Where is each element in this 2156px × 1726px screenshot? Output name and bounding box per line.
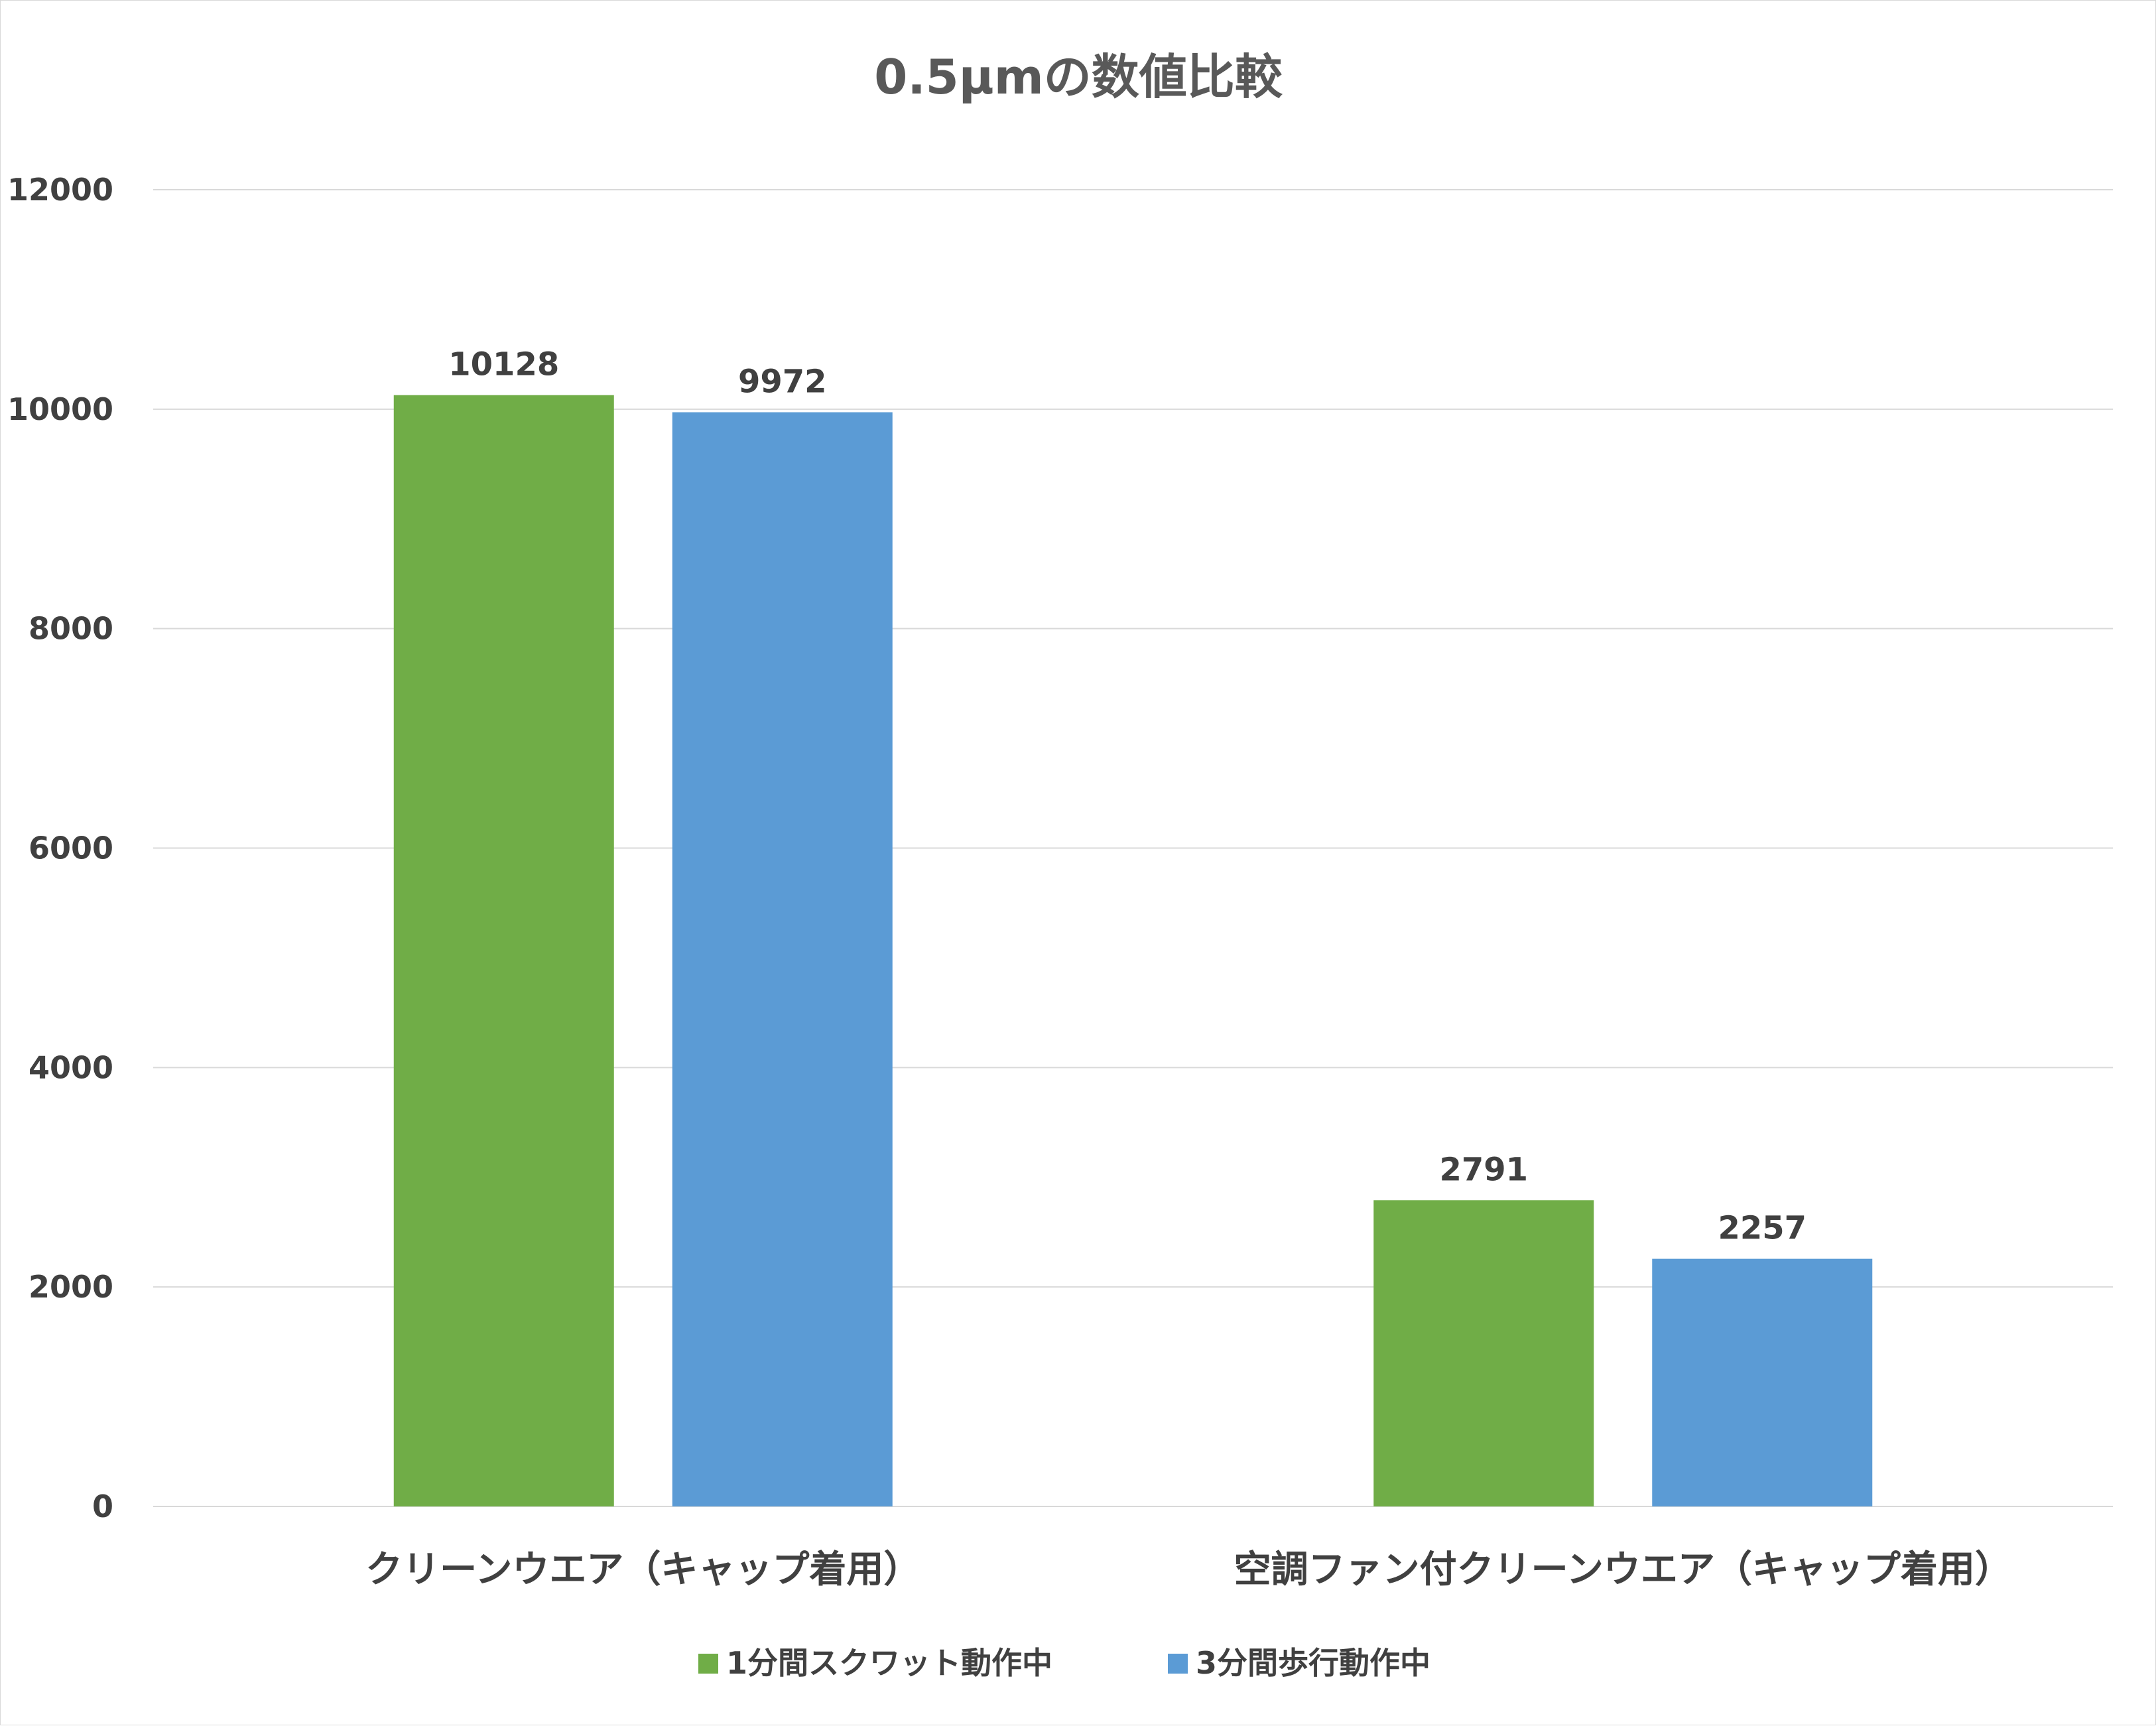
y-tick-label: 4000: [29, 1049, 113, 1085]
y-axis-ticks: 0 2000 4000 6000 8000 10000 12000: [7, 172, 113, 1524]
bar: [393, 395, 614, 1507]
bar: [1373, 1200, 1594, 1506]
bar: [1652, 1258, 1873, 1506]
legend-swatch: [698, 1654, 718, 1674]
bar-value-label: 2791: [1439, 1151, 1528, 1188]
chart-title: 0.5μmの数値比較: [874, 49, 1283, 105]
bar-value-label: 2257: [1718, 1210, 1807, 1247]
x-category-label: 空調ファン付クリーンウエア（キャップ着用）: [1234, 1548, 2012, 1591]
bar-value-label: 10128: [448, 346, 559, 383]
y-tick-label: 2000: [29, 1269, 113, 1305]
x-axis-categories: クリーンウエア（キャップ着用） 空調ファン付クリーンウエア（キャップ着用）: [365, 1548, 2012, 1591]
legend: 1分間スクワット動作中 3分間歩行動作中: [698, 1645, 1430, 1681]
y-tick-label: 12000: [7, 172, 113, 208]
legend-label: 3分間歩行動作中: [1196, 1645, 1430, 1681]
x-category-label: クリーンウエア（キャップ着用）: [365, 1548, 920, 1591]
legend-label: 1分間スクワット動作中: [726, 1645, 1052, 1681]
data-labels: 10128 9972 2791 2257: [448, 346, 1807, 1247]
y-tick-label: 8000: [29, 611, 113, 647]
legend-swatch: [1168, 1654, 1188, 1674]
y-tick-label: 10000: [7, 391, 113, 427]
bar-value-label: 9972: [738, 363, 827, 400]
bar: [672, 412, 893, 1506]
bars: [393, 395, 1873, 1507]
y-tick-label: 0: [92, 1489, 113, 1524]
y-tick-label: 6000: [29, 830, 113, 866]
